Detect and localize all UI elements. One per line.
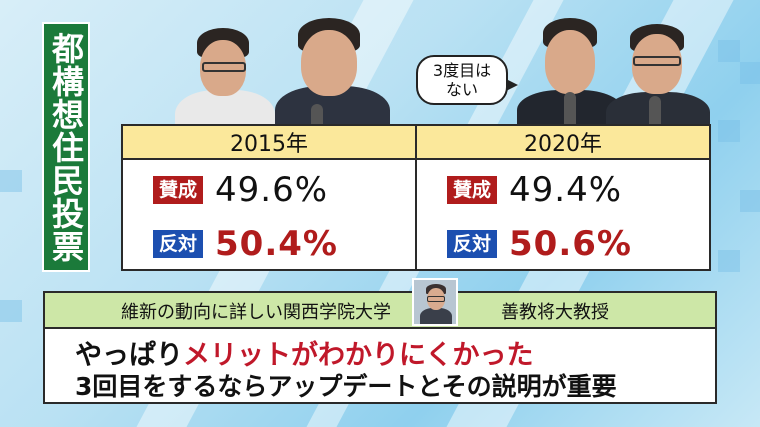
oppose-badge: 反対 bbox=[447, 230, 498, 258]
approve-row: 賛成 49.4% bbox=[447, 170, 622, 210]
speaker-affiliation: 維新の動向に詳しい関西学院大学 bbox=[121, 302, 391, 323]
background-tile bbox=[0, 170, 22, 192]
background-tile bbox=[0, 300, 22, 322]
approve-badge: 賛成 bbox=[447, 176, 498, 204]
glasses-icon bbox=[633, 56, 681, 66]
background-tile bbox=[718, 120, 740, 142]
vertical-title-panel: 都構想住民投票 bbox=[42, 22, 90, 272]
glasses-icon bbox=[202, 62, 246, 72]
suit bbox=[175, 90, 275, 126]
expert-quote-box: 維新の動向に詳しい関西学院大学 善教将大教授 やっぱりメリットがわかりにくかった… bbox=[43, 291, 717, 404]
microphone-icon bbox=[649, 96, 661, 132]
speech-bubble: 3度目は ない bbox=[416, 55, 518, 105]
microphone-icon bbox=[564, 92, 576, 128]
background-tile bbox=[718, 40, 740, 62]
results-column-2020: 2020年 賛成 49.4% 反対 50.6% bbox=[415, 126, 709, 269]
approve-percentage: 49.6% bbox=[215, 170, 329, 210]
background-tile bbox=[740, 62, 760, 84]
face bbox=[545, 30, 595, 94]
approve-percentage: 49.4% bbox=[509, 170, 623, 210]
background-tile bbox=[718, 250, 740, 272]
professor-photo bbox=[412, 278, 458, 326]
speaker-caption-bar: 維新の動向に詳しい関西学院大学 善教将大教授 bbox=[45, 293, 715, 329]
speech-bubble-line: 3度目は bbox=[432, 61, 492, 80]
speech-bubble-line: ない bbox=[445, 80, 478, 99]
year-header: 2020年 bbox=[417, 126, 709, 160]
results-column-2015: 2015年 賛成 49.6% 反対 50.4% bbox=[123, 126, 415, 269]
oppose-badge: 反対 bbox=[153, 230, 204, 258]
quote-line-1: やっぱりメリットがわかりにくかった bbox=[75, 333, 533, 372]
politician-photo bbox=[265, 14, 395, 126]
politician-photo bbox=[170, 26, 280, 126]
oppose-percentage: 50.4% bbox=[215, 224, 338, 264]
quote-line-1-prefix: やっぱり bbox=[75, 340, 183, 371]
face bbox=[301, 30, 357, 96]
approve-badge: 賛成 bbox=[153, 176, 204, 204]
speaker-name: 善教将大教授 bbox=[501, 302, 609, 323]
speaker-suit bbox=[420, 308, 452, 324]
approve-row: 賛成 49.6% bbox=[153, 170, 328, 210]
oppose-row: 反対 50.6% bbox=[447, 224, 632, 264]
speaker-face bbox=[427, 288, 445, 310]
year-header: 2015年 bbox=[123, 126, 415, 160]
oppose-percentage: 50.6% bbox=[509, 224, 632, 264]
face bbox=[200, 40, 246, 96]
vertical-title: 都構想住民投票 bbox=[47, 31, 85, 263]
referendum-results-table: 2015年 賛成 49.6% 反対 50.4% 2020年 賛成 49.4% 反… bbox=[121, 124, 711, 271]
glasses-icon bbox=[427, 296, 445, 302]
background-tile bbox=[740, 190, 760, 212]
oppose-row: 反対 50.4% bbox=[153, 224, 338, 264]
quote-line-2: 3回目をするならアップデートとその説明が重要 bbox=[75, 372, 617, 401]
quote-line-1-highlight: メリットがわかりにくかった bbox=[183, 340, 534, 371]
